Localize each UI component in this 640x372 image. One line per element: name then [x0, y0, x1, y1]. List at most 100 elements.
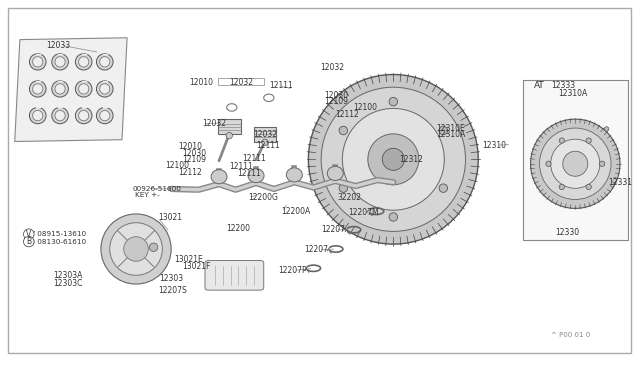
Text: KEY +-: KEY +-	[135, 192, 159, 198]
Bar	[523, 80, 628, 240]
Ellipse shape	[368, 134, 419, 185]
Text: 12111: 12111	[229, 162, 253, 171]
Ellipse shape	[439, 126, 447, 135]
Text: 12207P: 12207P	[278, 266, 307, 275]
Text: 12111: 12111	[269, 81, 292, 90]
Ellipse shape	[540, 128, 611, 199]
Ellipse shape	[76, 81, 92, 97]
Text: 12111: 12111	[242, 154, 266, 163]
Text: 12303A: 12303A	[53, 271, 83, 280]
Text: 12310E: 12310E	[436, 124, 465, 133]
Text: 12032: 12032	[320, 63, 344, 72]
Ellipse shape	[97, 108, 113, 124]
Text: 12310A: 12310A	[559, 89, 588, 98]
Ellipse shape	[559, 184, 564, 190]
Text: V 08915-13610: V 08915-13610	[30, 231, 86, 237]
Ellipse shape	[33, 84, 43, 94]
Text: 12010: 12010	[189, 78, 213, 87]
Ellipse shape	[52, 81, 68, 97]
Bar	[253, 127, 276, 141]
Text: 13021: 13021	[157, 213, 182, 222]
Ellipse shape	[531, 119, 620, 208]
Text: B 08130-61610: B 08130-61610	[30, 238, 86, 245]
Ellipse shape	[339, 184, 348, 192]
Ellipse shape	[586, 184, 591, 190]
Ellipse shape	[52, 108, 68, 124]
Text: 12331: 12331	[609, 178, 632, 187]
Text: 12033: 12033	[47, 41, 71, 50]
Ellipse shape	[389, 97, 397, 106]
FancyBboxPatch shape	[205, 260, 264, 290]
Text: 12109: 12109	[182, 155, 206, 164]
Text: 12312: 12312	[399, 155, 423, 164]
Text: 12200A: 12200A	[282, 208, 311, 217]
Text: 32202: 32202	[338, 193, 362, 202]
Text: 12207: 12207	[321, 225, 345, 234]
Ellipse shape	[109, 223, 163, 275]
Text: 12207: 12207	[305, 245, 328, 254]
Text: 12310A: 12310A	[436, 130, 465, 140]
Text: 12111: 12111	[256, 141, 280, 150]
Text: 12207M: 12207M	[348, 208, 379, 217]
Text: 13021E: 13021E	[174, 255, 203, 264]
Ellipse shape	[321, 87, 465, 231]
Ellipse shape	[76, 54, 92, 70]
Ellipse shape	[149, 243, 158, 251]
Ellipse shape	[382, 148, 404, 170]
Ellipse shape	[55, 57, 65, 67]
Ellipse shape	[29, 54, 46, 70]
Text: 12303: 12303	[159, 274, 183, 283]
Ellipse shape	[339, 126, 348, 135]
Ellipse shape	[559, 138, 564, 143]
Ellipse shape	[101, 214, 171, 284]
Text: 12112: 12112	[178, 168, 202, 177]
Text: 12100: 12100	[353, 103, 377, 112]
Ellipse shape	[79, 57, 89, 67]
Text: B: B	[26, 237, 31, 246]
Ellipse shape	[586, 138, 591, 143]
Bar	[218, 119, 241, 134]
Ellipse shape	[55, 84, 65, 94]
Text: 00926-51600: 00926-51600	[132, 186, 181, 192]
Ellipse shape	[33, 110, 43, 121]
Text: 12010: 12010	[178, 142, 202, 151]
Ellipse shape	[29, 108, 46, 124]
Ellipse shape	[308, 74, 478, 244]
Text: 12112: 12112	[335, 110, 359, 119]
Text: AT: AT	[534, 81, 545, 90]
Text: 12333: 12333	[551, 81, 575, 90]
Bar	[218, 78, 264, 85]
Ellipse shape	[327, 166, 343, 180]
Polygon shape	[15, 38, 127, 141]
Text: 12032: 12032	[253, 130, 278, 140]
Ellipse shape	[100, 57, 110, 67]
Text: 12030: 12030	[182, 149, 206, 158]
Ellipse shape	[604, 127, 609, 131]
Ellipse shape	[389, 213, 397, 221]
Text: 12030: 12030	[324, 91, 348, 100]
Text: 12200: 12200	[227, 224, 251, 233]
Ellipse shape	[29, 81, 46, 97]
Ellipse shape	[286, 168, 302, 182]
Text: 12310: 12310	[482, 141, 506, 150]
Ellipse shape	[97, 54, 113, 70]
Ellipse shape	[76, 108, 92, 124]
Ellipse shape	[563, 151, 588, 176]
Ellipse shape	[342, 108, 444, 210]
Text: ^ P00 01 0: ^ P00 01 0	[551, 332, 590, 338]
Ellipse shape	[55, 110, 65, 121]
Ellipse shape	[100, 84, 110, 94]
Ellipse shape	[124, 237, 148, 261]
Text: 13021F: 13021F	[182, 262, 211, 271]
Text: 12100: 12100	[165, 161, 189, 170]
Text: 12111: 12111	[237, 169, 260, 178]
Ellipse shape	[52, 54, 68, 70]
Ellipse shape	[100, 110, 110, 121]
Text: 12330: 12330	[555, 228, 579, 237]
Text: 12207S: 12207S	[157, 286, 186, 295]
Ellipse shape	[33, 57, 43, 67]
Ellipse shape	[79, 84, 89, 94]
Ellipse shape	[79, 110, 89, 121]
Ellipse shape	[262, 139, 268, 145]
Ellipse shape	[439, 184, 447, 192]
